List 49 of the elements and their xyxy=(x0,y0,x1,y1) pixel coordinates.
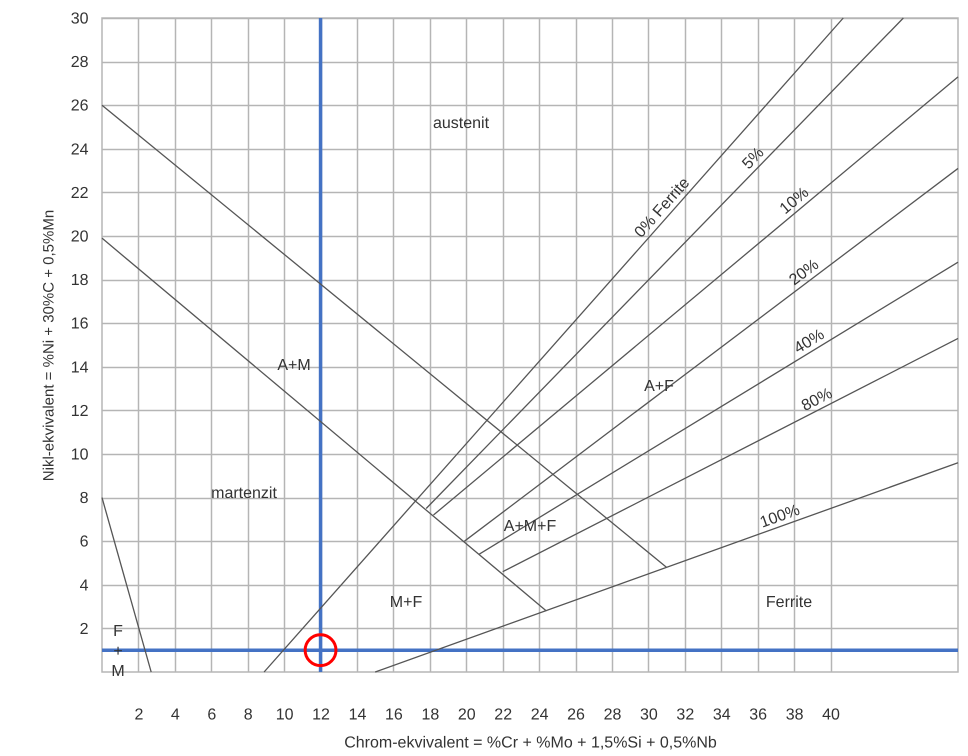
y-tick-label: 10 xyxy=(70,446,89,464)
y-tick-label: 14 xyxy=(70,359,89,376)
x-tick-label: 24 xyxy=(530,706,549,724)
annotation: A+M xyxy=(277,357,311,374)
annotation: austenit xyxy=(432,115,490,132)
x-tick-label: 10 xyxy=(276,706,294,724)
x-tick-label: 36 xyxy=(749,706,768,724)
text: 5% xyxy=(739,144,768,173)
x-tick-label: 20 xyxy=(458,706,476,724)
x-tick-label: 40 xyxy=(822,706,840,724)
text: 20% xyxy=(786,256,822,290)
y-tick-label: 24 xyxy=(70,141,89,158)
annotation: Ferrite xyxy=(766,594,812,611)
annotation: M+F xyxy=(390,594,422,611)
y-tick-label: 26 xyxy=(70,98,89,115)
x-tick-label: 28 xyxy=(604,706,622,724)
text: 80% xyxy=(798,385,836,415)
x-tick-label: 4 xyxy=(170,706,180,724)
y-tick-label: 22 xyxy=(70,184,89,202)
y-tick-label: 16 xyxy=(70,316,89,333)
text: 10% xyxy=(776,184,812,218)
y-tick-label: 12 xyxy=(70,402,89,420)
y-tick-label: 2 xyxy=(80,620,89,638)
text: 100% xyxy=(758,502,802,532)
y-tick-label: 28 xyxy=(70,54,89,72)
annotation: martenzit xyxy=(211,485,278,502)
y-tick-label: 6 xyxy=(80,534,89,551)
y-tick-label: 18 xyxy=(70,272,89,290)
x-tick-label: 32 xyxy=(676,706,694,724)
text: 40% xyxy=(791,326,828,358)
x-tick-label: 26 xyxy=(567,706,586,724)
y-axis-title: Nikl-ekvivalent = %Ni + 30%C + 0,5%Mn xyxy=(40,210,58,482)
x-axis-title: Chrom-ekvivalent = %Cr + %Mo + 1,5%Si + 0,5%Nb xyxy=(344,734,717,752)
x-tick-label: 16 xyxy=(385,706,403,724)
x-tick-label: 34 xyxy=(712,706,731,724)
x-tick-label: 8 xyxy=(244,706,253,724)
y-tick-label: 20 xyxy=(70,228,89,246)
x-tick-label: 6 xyxy=(207,706,216,724)
x-tick-label: 22 xyxy=(494,706,512,724)
y-tick-label: 4 xyxy=(80,577,89,594)
x-tick-label: 38 xyxy=(786,706,804,724)
annotation: F + M xyxy=(111,623,125,680)
x-tick-label: 14 xyxy=(348,706,366,724)
x-tick-label: 2 xyxy=(134,706,144,724)
y-tick-label: 30 xyxy=(70,10,89,28)
x-tick-label: 12 xyxy=(312,706,330,724)
y-tick-label: 8 xyxy=(80,490,89,508)
x-tick-label: 18 xyxy=(421,706,440,724)
x-tick-label: 30 xyxy=(640,706,658,724)
